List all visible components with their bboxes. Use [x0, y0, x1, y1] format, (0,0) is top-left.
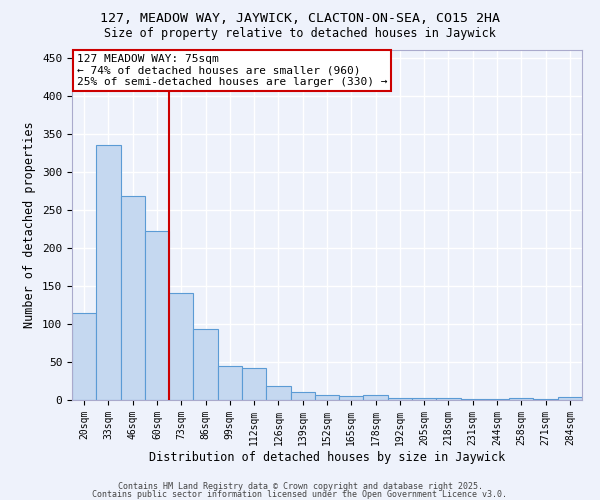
- Bar: [72, 312, 96, 400]
- Bar: [145, 231, 169, 400]
- Bar: [339, 396, 364, 400]
- Bar: [96, 145, 121, 400]
- Text: Contains public sector information licensed under the Open Government Licence v3: Contains public sector information licen…: [92, 490, 508, 499]
- Bar: [485, 399, 509, 400]
- Bar: [193, 329, 218, 400]
- Bar: [290, 392, 315, 400]
- Bar: [242, 368, 266, 400]
- Text: 127, MEADOW WAY, JAYWICK, CLACTON-ON-SEA, CO15 2HA: 127, MEADOW WAY, JAYWICK, CLACTON-ON-SEA…: [100, 12, 500, 26]
- Bar: [412, 398, 436, 400]
- Bar: [121, 196, 145, 400]
- Bar: [436, 398, 461, 400]
- Text: Contains HM Land Registry data © Crown copyright and database right 2025.: Contains HM Land Registry data © Crown c…: [118, 482, 482, 491]
- Bar: [533, 399, 558, 400]
- Bar: [364, 394, 388, 400]
- Bar: [218, 366, 242, 400]
- Bar: [509, 398, 533, 400]
- Bar: [388, 398, 412, 400]
- Bar: [461, 399, 485, 400]
- Bar: [315, 396, 339, 400]
- Text: 127 MEADOW WAY: 75sqm
← 74% of detached houses are smaller (960)
25% of semi-det: 127 MEADOW WAY: 75sqm ← 74% of detached …: [77, 54, 388, 86]
- Bar: [266, 386, 290, 400]
- Bar: [169, 294, 193, 400]
- Y-axis label: Number of detached properties: Number of detached properties: [23, 122, 37, 328]
- Text: Size of property relative to detached houses in Jaywick: Size of property relative to detached ho…: [104, 28, 496, 40]
- X-axis label: Distribution of detached houses by size in Jaywick: Distribution of detached houses by size …: [149, 450, 505, 464]
- Bar: [558, 397, 582, 400]
